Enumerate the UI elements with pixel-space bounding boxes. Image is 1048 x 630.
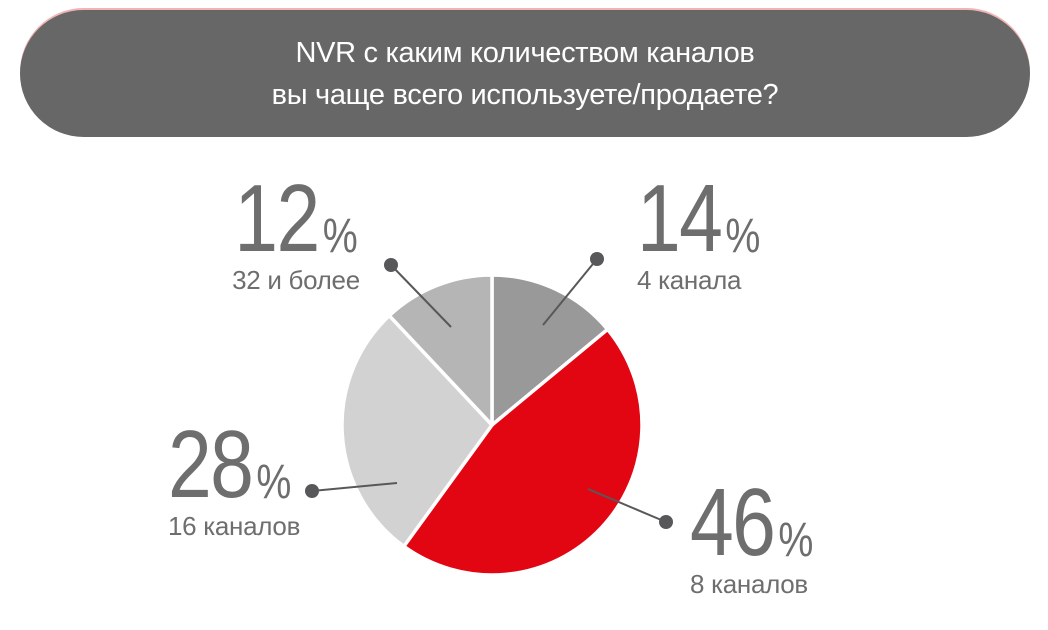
pie-slice-16-channels bbox=[340, 313, 494, 549]
percent-number: 46 bbox=[690, 469, 776, 576]
percent-number: 12 bbox=[234, 165, 320, 272]
banner-title-line-1: NVR с каким количеством каналов bbox=[295, 37, 755, 69]
percent-number: 14 bbox=[637, 165, 723, 272]
callout-4-channels-value: 14% bbox=[637, 165, 761, 272]
banner-title-line-2: вы чаще всего используете/продаете? bbox=[271, 79, 779, 111]
percent-sign: % bbox=[778, 514, 814, 568]
callout-8-channels-label: 8 каналов bbox=[690, 568, 808, 599]
percent-sign: % bbox=[256, 456, 292, 510]
callout-4-channels-label: 4 канала bbox=[637, 264, 742, 295]
callout-8-channels-value: 46% bbox=[690, 469, 814, 576]
callout-16-channels-label: 16 каналов bbox=[168, 510, 301, 541]
callout-32-plus-value: 12% bbox=[232, 165, 360, 272]
percent-sign: % bbox=[725, 210, 761, 264]
pie-slice-8-channels bbox=[402, 327, 644, 577]
callout-32-plus-label: 32 и более bbox=[232, 264, 360, 295]
callout-8-channels: 46% 8 каналов bbox=[690, 469, 840, 600]
percent-sign: % bbox=[322, 210, 358, 264]
callout-16-channels-value: 28% bbox=[168, 411, 292, 518]
leader-line-32-plus bbox=[390, 264, 452, 328]
leader-dot-4-channels bbox=[590, 252, 604, 266]
callout-4-channels: 14% 4 канала bbox=[637, 165, 787, 296]
callout-16-channels: 28% 16 каналов bbox=[168, 411, 318, 542]
leader-line-16-channels bbox=[311, 482, 398, 492]
leader-line-8-channels bbox=[587, 488, 667, 523]
leader-dot-32-plus bbox=[384, 258, 398, 272]
leader-dot-16-channels bbox=[305, 484, 319, 498]
leader-line-4-channels bbox=[542, 258, 598, 326]
pie-slice-4-channels bbox=[490, 273, 610, 427]
pie-slice-32-plus bbox=[387, 273, 494, 427]
leader-dot-8-channels bbox=[659, 515, 673, 529]
percent-number: 28 bbox=[168, 411, 254, 518]
callout-32-plus: 12% 32 и более bbox=[218, 165, 374, 296]
question-banner: NVR с каким количеством каналов вы чаще … bbox=[20, 10, 1030, 137]
